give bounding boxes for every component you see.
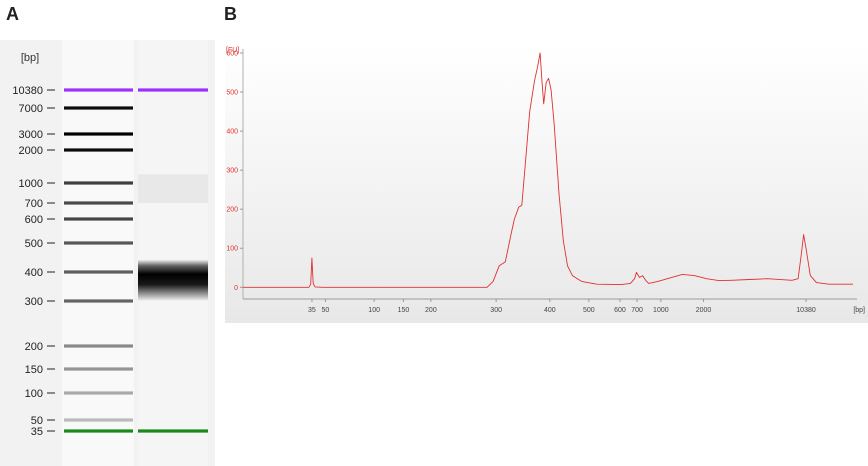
x-tick-label: 300 xyxy=(490,307,502,314)
ladder-size-label: 150 xyxy=(25,364,43,376)
x-tick-label: 10380 xyxy=(796,307,816,314)
ladder-size-label: 2000 xyxy=(19,145,43,157)
x-tick-label: 1000 xyxy=(653,307,669,314)
ladder-size-label: 600 xyxy=(25,214,43,226)
y-axis-label: [FU] xyxy=(226,47,239,54)
ladder-band xyxy=(64,132,133,136)
sample-band xyxy=(138,88,208,92)
electropherogram: [FU] 0 100 200 300 400 500 600 35 50 100 150 200 300 4… xyxy=(225,43,868,323)
gel-image: [bp] 10380 7000 3000 2000 1000 700 600 500 400 300… xyxy=(0,40,215,466)
ladder-lane xyxy=(62,40,134,466)
ladder-band xyxy=(64,391,133,395)
panel-label-b: B xyxy=(224,4,237,24)
ladder-band xyxy=(64,418,133,422)
ladder-band xyxy=(64,344,133,348)
ladder-band xyxy=(64,181,133,185)
y-tick-label: 100 xyxy=(226,246,238,253)
ladder-band xyxy=(64,270,133,274)
ladder-size-label: 35 xyxy=(31,426,43,438)
sample-lane xyxy=(138,40,208,466)
x-tick-label: 150 xyxy=(398,307,410,314)
ladder-band xyxy=(64,241,133,245)
ladder-band xyxy=(64,201,133,205)
x-axis-label: [bp] xyxy=(853,307,865,314)
fluorescence-trace xyxy=(243,52,853,288)
x-tick-label: 35 xyxy=(308,307,316,314)
ladder-band xyxy=(64,217,133,221)
y-tick-label: 400 xyxy=(226,129,238,136)
y-tick-label: 500 xyxy=(226,90,238,97)
sample-smear xyxy=(138,259,208,301)
x-tick-label: 100 xyxy=(368,307,380,314)
ladder-size-label: 100 xyxy=(25,388,43,400)
ladder-size-label: 700 xyxy=(25,198,43,210)
ladder-size-label: 400 xyxy=(25,267,43,279)
sample-faint-smear xyxy=(138,174,208,203)
ladder-band xyxy=(64,429,133,433)
ladder-size-label: 500 xyxy=(25,238,43,250)
panel-label-a: A xyxy=(6,4,19,24)
plot-background xyxy=(225,43,868,323)
gel-unit-label: [bp] xyxy=(21,52,39,64)
sample-band xyxy=(138,429,208,433)
ladder-size-label: 10380 xyxy=(12,85,43,97)
y-tick-label: 600 xyxy=(226,51,238,58)
ladder-size-label: 3000 xyxy=(19,129,43,141)
ladder-band xyxy=(64,299,133,303)
x-tick-label: 50 xyxy=(321,307,329,314)
ladder-size-label: 1000 xyxy=(19,178,43,190)
ladder-size-label: 7000 xyxy=(19,103,43,115)
ladder-band xyxy=(64,106,133,110)
x-tick-label: 700 xyxy=(631,307,643,314)
ladder-size-label: 300 xyxy=(25,296,43,308)
ladder-size-label: 200 xyxy=(25,341,43,353)
ladder-size-label: 50 xyxy=(31,415,43,427)
y-tick-label: 300 xyxy=(226,168,238,175)
x-tick-label: 2000 xyxy=(696,307,712,314)
ladder-band xyxy=(64,148,133,152)
x-tick-label: 200 xyxy=(425,307,437,314)
ladder-band xyxy=(64,88,133,92)
x-tick-label: 600 xyxy=(614,307,626,314)
y-tick-label: 0 xyxy=(234,285,238,292)
x-tick-label: 500 xyxy=(583,307,595,314)
ladder-band xyxy=(64,367,133,371)
x-tick-label: 400 xyxy=(544,307,556,314)
y-tick-label: 200 xyxy=(226,207,238,214)
